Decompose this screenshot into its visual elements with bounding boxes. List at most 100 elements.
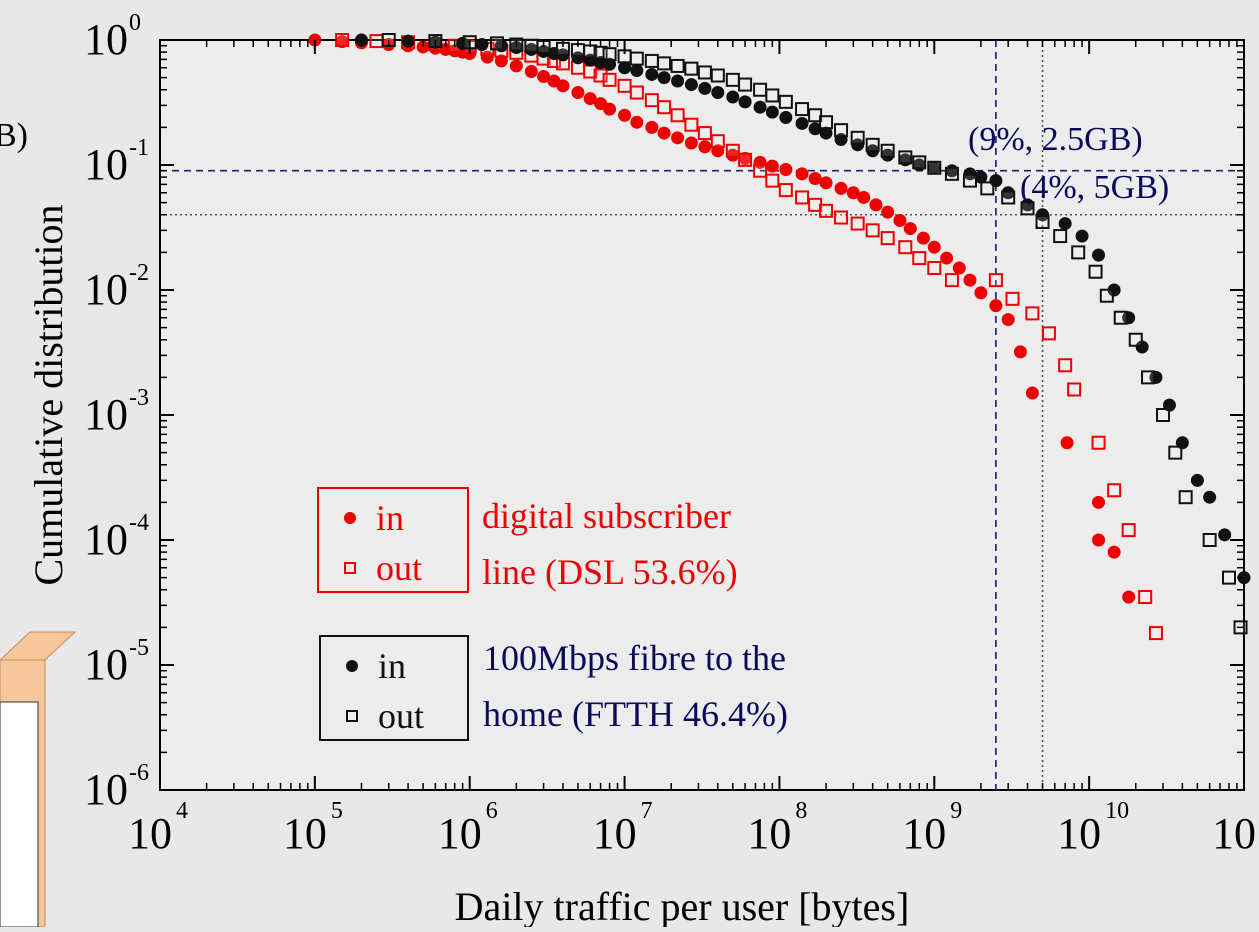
data-point-dsl-in (834, 181, 848, 195)
data-point-dsl-in (618, 108, 632, 122)
annotation-9pct-2-5gb: (9%, 2.5GB) (968, 121, 1143, 158)
data-point-ftth-out (944, 166, 959, 181)
data-point-ftth-in (711, 86, 725, 100)
data-point-ftth-out (602, 47, 617, 62)
legend-label-dsl-out: out (376, 548, 422, 588)
data-point-dsl-in (819, 176, 833, 190)
data-point-ftth-out (962, 173, 977, 188)
data-point-dsl-in (684, 136, 698, 150)
data-point-ftth-out (850, 130, 865, 145)
data-point-dsl-in (989, 299, 1003, 313)
data-point-ftth-in (851, 138, 865, 152)
data-point-dsl-out (865, 223, 880, 238)
data-point-dsl-out (644, 93, 659, 108)
data-point-dsl-in (1092, 533, 1106, 547)
x-tick-exponent: 6 (486, 798, 498, 824)
x-tick-exponent: 9 (950, 798, 962, 824)
data-point-dsl-out (1107, 483, 1122, 498)
data-point-dsl-in (940, 251, 954, 265)
data-point-ftth-in (779, 110, 793, 124)
data-point-dsl-in (765, 159, 779, 173)
data-point-dsl-out (880, 231, 895, 246)
series-ftth-out (381, 33, 1248, 635)
data-point-ftth-out (898, 150, 913, 165)
data-point-dsl-out (927, 260, 942, 275)
y-tick-exponent: -6 (129, 760, 149, 786)
data-point-ftth-out (927, 160, 942, 175)
data-point-ftth-out (834, 123, 849, 138)
data-point-ftth-in (765, 105, 779, 119)
data-point-ftth-out (865, 137, 880, 152)
data-point-dsl-out (1005, 291, 1020, 306)
data-point-dsl-in (556, 79, 570, 93)
data-point-dsl-out (912, 251, 927, 266)
data-point-dsl-in (571, 86, 585, 100)
annotation-4pct-5gb: (4%, 5GB) (1020, 169, 1169, 206)
plot-frame (159, 39, 1245, 791)
data-point-ftth-out (765, 88, 780, 103)
y-tick-exponent: -1 (129, 135, 149, 161)
x-tick-label: 10 (283, 809, 327, 858)
legend-caption-ftth: home (FTTH 46.4%) (483, 694, 788, 734)
data-point-ftth-out (1221, 570, 1236, 585)
data-point-dsl-in (657, 126, 671, 140)
data-point-ftth-out (738, 77, 753, 92)
data-point-ftth-out (819, 115, 834, 130)
series-layer (308, 33, 1251, 641)
callout-pointer (0, 631, 77, 661)
data-point-ftth-out (629, 51, 644, 66)
x-tick-exponent: 10 (1105, 798, 1129, 824)
legend-box-dsl (317, 487, 469, 593)
legend-layer: in out digital subscriber line (DSL 53.6%) i… (317, 487, 788, 741)
data-point-ftth-out (684, 61, 699, 76)
data-point-dsl-in (869, 198, 883, 212)
data-point-dsl-out (1067, 382, 1082, 397)
y-tick-label: 10 (84, 390, 128, 439)
x-tick-exponent: 5 (331, 798, 343, 824)
data-point-ftth-in (645, 67, 659, 81)
data-point-ftth-out (489, 36, 504, 51)
data-point-dsl-in (645, 120, 659, 134)
data-point-dsl-in (583, 92, 597, 106)
y-tick-label: 10 (84, 515, 128, 564)
data-point-ftth-in (1092, 248, 1106, 262)
data-point-dsl-out (335, 33, 350, 47)
data-point-dsl-out (725, 143, 740, 158)
data-point-ftth-in (630, 64, 644, 78)
data-point-ftth-in (618, 61, 632, 75)
legend-marker-dsl-out (344, 562, 356, 574)
data-point-dsl-out (670, 108, 685, 123)
data-point-dsl-in (916, 231, 930, 245)
plot-area (159, 39, 1245, 791)
data-point-ftth-out (1168, 445, 1183, 460)
data-point-ftth-out (697, 65, 712, 80)
data-point-dsl-in (903, 222, 917, 236)
data-point-dsl-out (795, 190, 810, 205)
data-point-dsl-out (1041, 326, 1056, 341)
y-tick-label: 10 (84, 765, 128, 814)
data-point-ftth-in (657, 71, 671, 85)
data-point-dsl-in (603, 102, 617, 116)
data-point-dsl-out (602, 72, 617, 87)
x-axis-label: Daily traffic per user [bytes] (455, 884, 910, 927)
data-point-dsl-in (963, 273, 977, 287)
data-point-dsl-in (1107, 545, 1121, 559)
data-point-ftth-out (524, 38, 539, 53)
data-point-dsl-in (1013, 345, 1027, 359)
x-tick-exponent: 8 (795, 798, 807, 824)
x-tick-exponent: 4 (176, 798, 188, 824)
data-point-dsl-out (850, 216, 865, 231)
data-point-ftth-in (1075, 229, 1089, 243)
data-point-ftth-out (1141, 370, 1156, 385)
data-point-ftth-out (1001, 190, 1016, 205)
data-point-ftth-out (795, 102, 810, 117)
x-tick-exponent: 7 (641, 798, 653, 824)
x-tick-label: 10 (747, 809, 791, 858)
callout-inner-box (0, 701, 39, 928)
legend-marker-ftth-out (346, 710, 358, 722)
data-point-ftth-in (753, 100, 767, 114)
annotation-layer: (9%, 2.5GB) (4%, 5GB) (968, 121, 1169, 206)
y-tick-exponent: 0 (129, 10, 141, 36)
legend-label-ftth-in: in (378, 646, 406, 686)
